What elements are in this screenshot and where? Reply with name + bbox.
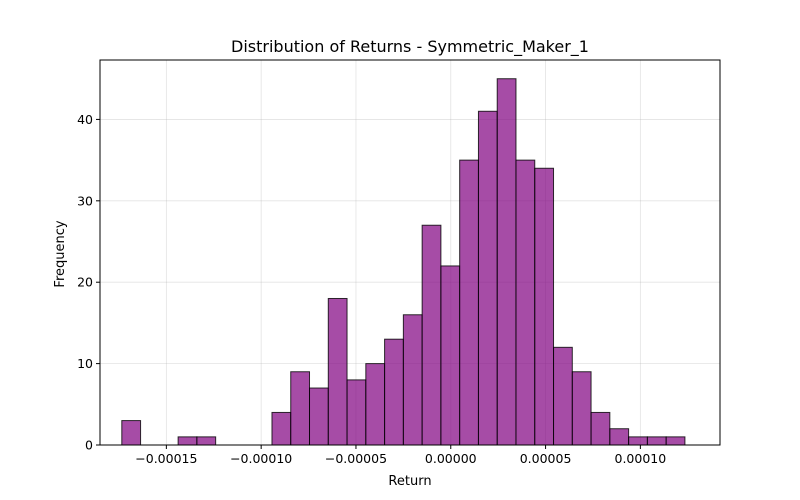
y-axis-ticks: 0 10 20 30 40 <box>77 112 100 453</box>
x-axis-ticks: −0.00015 −0.00010 −0.00005 0.00000 0.00005 0.… <box>135 445 666 466</box>
histogram-bar <box>590 411 611 446</box>
x-tick-label: −0.00010 <box>230 451 292 466</box>
histogram-bar <box>384 338 404 446</box>
chart-title: Distribution of Returns - Symmetric_Make… <box>231 37 589 57</box>
histogram-bar <box>571 371 592 446</box>
x-tick-label: 0.00005 <box>520 451 572 466</box>
histogram-bar <box>177 436 198 446</box>
plot-frame <box>99 59 721 446</box>
histogram-bar <box>309 387 329 446</box>
histogram-bar <box>534 167 555 446</box>
y-axis-label: Frequency <box>53 220 68 287</box>
histogram-bar <box>421 224 442 446</box>
histogram-bar <box>496 78 517 446</box>
histogram-bars <box>121 78 686 446</box>
histogram-bar <box>628 436 648 446</box>
x-tick-label: 0.00000 <box>425 451 477 466</box>
histogram-bar <box>646 436 667 446</box>
x-axis-label: Return <box>388 474 431 489</box>
histogram-bar <box>440 265 461 446</box>
histogram-bar <box>327 297 348 446</box>
histogram-bar <box>459 159 479 446</box>
histogram-bar <box>553 346 573 446</box>
histogram-bar <box>290 371 311 446</box>
y-tick-label: 10 <box>77 356 93 371</box>
histogram-bar <box>515 159 536 446</box>
histogram-bar <box>121 420 142 446</box>
histogram-bar <box>665 436 686 446</box>
y-tick-label: 40 <box>77 112 93 127</box>
histogram-bar <box>346 379 367 446</box>
y-tick-label: 20 <box>77 275 93 290</box>
histogram-bar <box>196 436 217 446</box>
y-tick-label: 0 <box>85 438 93 453</box>
x-tick-label: −0.00015 <box>135 451 197 466</box>
y-tick-label: 30 <box>77 193 93 208</box>
histogram-bar <box>609 428 630 446</box>
histogram-bar <box>477 110 498 446</box>
x-tick-label: 0.00010 <box>615 451 667 466</box>
histogram-bar <box>402 314 423 446</box>
x-tick-label: −0.00005 <box>325 451 387 466</box>
histogram-bar <box>365 363 386 446</box>
histogram-bar <box>271 411 292 446</box>
